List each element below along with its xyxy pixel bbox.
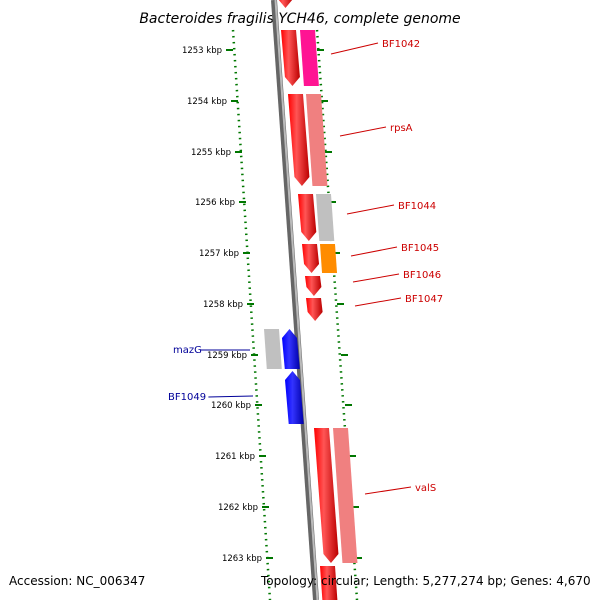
tick-label: 1263 kbp [222,554,262,564]
map-title: Bacteroides fragilis YCH46, complete gen… [139,11,460,27]
gene-arrow-rpsA [288,94,310,186]
gene-track [278,0,339,600]
tick-label: 1260 kbp [211,401,251,411]
gene-arrow-BF1044 [298,194,317,241]
gene-arrow-mazG [282,329,300,369]
cog-box-BF1044 [316,194,335,241]
cog-box-mazG [264,329,282,369]
backbone-line [271,0,319,600]
label-leader-valS [364,486,412,495]
tick-label: 1262 kbp [218,503,258,513]
cog-box-BF1042 [300,30,319,86]
gene-arrow-BF1047 [306,298,323,321]
gene-label-BF1049: BF1049 [168,392,206,403]
tick-label: 1253 kbp [182,46,222,56]
label-leader-BF1045 [350,246,398,257]
cog-track [264,30,358,563]
gene-arrow-valS [314,428,339,563]
label-leader-BF1046 [352,273,400,283]
gene-label-BF1047: BF1047 [405,294,443,305]
gene-label-valS: valS [415,483,436,494]
tick-label: 1261 kbp [215,452,255,462]
label-leader-BF1049 [208,395,254,398]
cog-box-rpsA [306,94,328,186]
gene-label-rpsA: rpsA [390,123,413,134]
gene-labels: BF1042 rpsA BF1044 BF1045 BF1046 BF1047 mazG BF… [168,39,443,495]
gene-arrow-partial-top [278,0,293,8]
tick-label: 1257 kbp [199,249,239,259]
tick-label: 1254 kbp [187,97,227,107]
cog-box-valS [333,428,358,563]
tick-label: 1256 kbp [195,198,235,208]
topology-text: Topology: circular; Length: 5,277,274 bp… [261,574,591,588]
cog-box-BF1045 [320,244,338,273]
gene-arrow-partial-bottom [320,566,338,600]
gene-arrow-BF1046 [305,276,322,296]
label-leader-BF1047 [354,297,402,307]
label-leader-BF1042 [330,42,379,55]
gene-arrow-BF1045 [302,244,320,273]
scale-dotted-line [231,29,272,600]
kbp-scale: 1253 kbp 1254 kbp 1255 kbp 1256 kbp 1257 kbp… [182,29,362,600]
gene-arrow-BF1049 [285,371,304,424]
backbone-highlight [274,0,319,600]
accession-text: Accession: NC_006347 [9,574,146,588]
tick-label: 1259 kbp [207,351,247,361]
gene-label-BF1046: BF1046 [403,270,441,281]
gene-arrow-BF1042 [281,30,300,86]
gene-label-mazG: mazG [173,345,202,356]
gene-label-BF1042: BF1042 [382,39,420,50]
gene-label-BF1045: BF1045 [401,243,439,254]
tick-label: 1255 kbp [191,148,231,158]
gene-label-BF1044: BF1044 [398,201,436,212]
genome-backbone [271,0,319,600]
tick-label: 1258 kbp [203,300,243,310]
label-leader-BF1044 [346,204,395,215]
label-leader-rpsA [339,126,387,137]
